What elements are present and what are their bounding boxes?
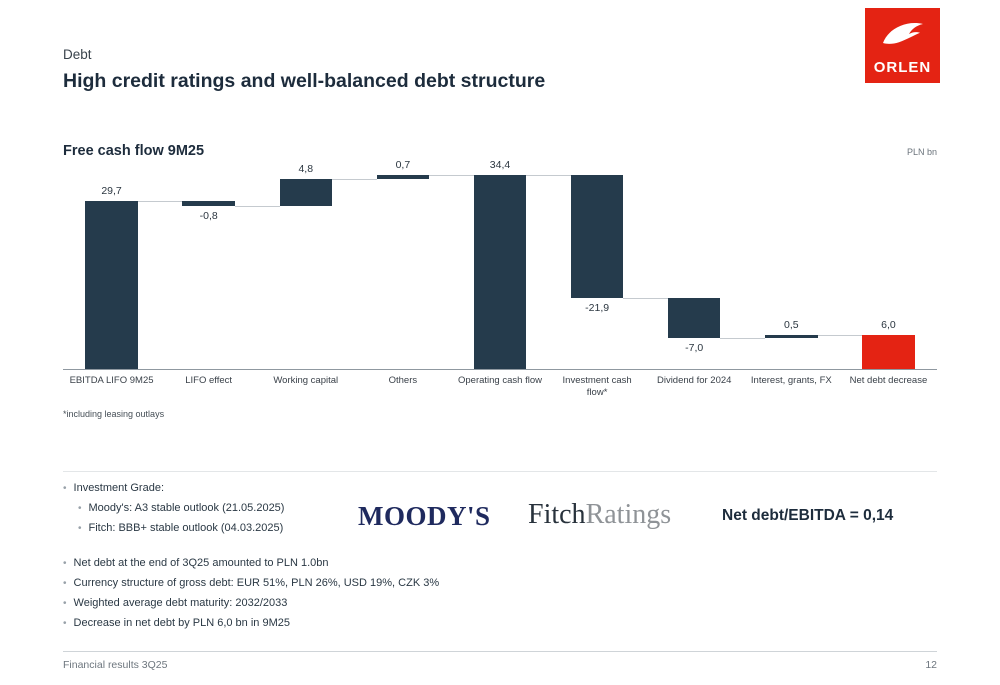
bullet-icon: •	[63, 618, 67, 629]
bullet-icon: •	[78, 503, 82, 514]
category-axis: EBITDA LIFO 9M25 LIFO effect Working cap…	[63, 375, 937, 400]
waterfall-plot: 29,7 -0,8 4,8 0,7 34,4 -21,9 -7,0 0,5 6,0	[63, 159, 937, 370]
category-label: Interest, grants, FX	[750, 375, 832, 386]
bullet-icon: •	[63, 483, 67, 494]
category-label: Investment cash flow*	[562, 375, 632, 399]
waterfall-connector	[526, 174, 571, 176]
fitch-logo-word-ratings: Ratings	[585, 499, 672, 530]
footer-title: Financial results 3Q25	[63, 659, 168, 671]
waterfall-connector	[234, 205, 280, 207]
bullet-text: Decrease in net debt by PLN 6,0 bn in 9M…	[73, 617, 290, 629]
moodys-rating-text: Moody's: A3 stable outlook (21.05.2025)	[88, 502, 285, 514]
waterfall-bar	[182, 201, 235, 206]
category-label: LIFO effect	[185, 375, 233, 386]
waterfall-bar	[279, 178, 332, 206]
waterfall-value-label: -21,9	[585, 302, 610, 315]
waterfall-value-label: 0,5	[784, 319, 799, 332]
waterfall-value-label: -0,8	[199, 209, 218, 222]
category-label: Working capital	[273, 375, 339, 386]
waterfall-value-label: 0,7	[395, 158, 411, 171]
page-number: 12	[925, 659, 937, 671]
category-label: Dividend for 2024	[656, 375, 732, 386]
waterfall-bar	[85, 201, 138, 369]
category-label: Net debt decrease	[849, 375, 928, 386]
bullet-icon: •	[63, 558, 67, 569]
orlen-logo: ORLEN	[865, 8, 940, 83]
fitch-rating-text: Fitch: BBB+ stable outlook (04.03.2025)	[88, 522, 284, 534]
waterfall-bar	[473, 174, 527, 369]
chart-title: Free cash flow 9M25	[63, 143, 205, 159]
waterfall-bar	[668, 298, 721, 338]
section-divider	[63, 471, 937, 472]
waterfall-value-label: 34,4	[489, 158, 511, 171]
waterfall-value-label: 29,7	[101, 185, 122, 198]
waterfall-connector	[623, 298, 668, 300]
waterfall-bar	[376, 174, 430, 179]
list-item: • Investment Grade:	[63, 482, 284, 494]
waterfall-bar	[570, 174, 624, 299]
waterfall-connector	[817, 335, 863, 337]
bullet-text: Weighted average debt maturity: 2032/203…	[73, 597, 288, 609]
bullet-icon: •	[78, 523, 82, 534]
moodys-logo: MOODY'S	[358, 501, 491, 531]
bullet-text: Currency structure of gross debt: EUR 51…	[73, 577, 440, 589]
fitch-logo-word-fitch: Fitch	[528, 499, 586, 530]
list-item: • Weighted average debt maturity: 2032/2…	[63, 597, 439, 609]
fitch-ratings-logo: FitchRatings	[528, 499, 671, 531]
chart-unit-label: PLN bn	[906, 147, 937, 157]
category-label: Operating cash flow	[458, 375, 542, 386]
investment-grade-title: Investment Grade:	[73, 482, 165, 494]
waterfall-connector	[429, 174, 474, 176]
list-item: • Fitch: BBB+ stable outlook (04.03.2025…	[78, 522, 284, 534]
orlen-logo-text: ORLEN	[873, 59, 932, 76]
footer-divider	[63, 651, 937, 652]
waterfall-connector	[720, 337, 766, 339]
investment-grade-block: • Investment Grade: • Moody's: A3 stable…	[63, 482, 284, 542]
debt-facts-block: • Net debt at the end of 3Q25 amounted t…	[63, 557, 439, 637]
section-label: Debt	[63, 47, 92, 62]
orlen-eagle-icon	[882, 23, 923, 44]
waterfall-connector	[137, 201, 183, 203]
chart-footnote: *including leasing outlays	[63, 409, 165, 419]
waterfall-bar	[765, 335, 818, 338]
category-label: Others	[388, 375, 418, 386]
list-item: • Currency structure of gross debt: EUR …	[63, 577, 439, 589]
net-debt-ebitda-ratio: Net debt/EBITDA = 0,14	[722, 507, 894, 524]
bullet-icon: •	[63, 578, 67, 589]
waterfall-value-label: -7,0	[685, 341, 704, 354]
page-title: High credit ratings and well-balanced de…	[63, 70, 546, 92]
bullet-icon: •	[63, 598, 67, 609]
list-item: • Net debt at the end of 3Q25 amounted t…	[63, 557, 439, 569]
waterfall-value-label: 4,8	[298, 162, 314, 175]
bullet-text: Net debt at the end of 3Q25 amounted to …	[73, 557, 329, 569]
list-item: • Decrease in net debt by PLN 6,0 bn in …	[63, 617, 439, 629]
list-item: • Moody's: A3 stable outlook (21.05.2025…	[78, 502, 284, 514]
category-label: EBITDA LIFO 9M25	[69, 375, 154, 386]
waterfall-bar	[862, 335, 915, 369]
waterfall-value-label: 6,0	[881, 319, 896, 332]
waterfall-connector	[331, 178, 377, 180]
